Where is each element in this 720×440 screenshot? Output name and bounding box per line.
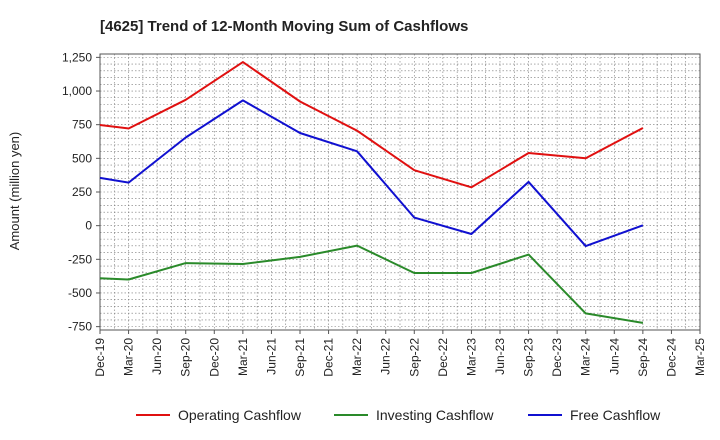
x-tick-label: Dec-24 (664, 338, 678, 377)
x-axis-ticks: Dec-19 Mar-20 Jun-20 Sep-20 Dec-20 Mar-21 Jun-… (93, 330, 707, 377)
x-tick-label: Jun-22 (379, 338, 393, 375)
x-tick-label: Jun-20 (150, 338, 164, 375)
x-tick-label: Mar-21 (236, 338, 250, 376)
x-tick-label: Sep-23 (522, 338, 536, 377)
x-tick-label: Sep-21 (293, 338, 307, 377)
y-tick-label: 0 (85, 219, 92, 233)
legend-label: Free Cashflow (570, 407, 661, 423)
legend: Operating Cashflow Investing Cashflow Free… (136, 407, 661, 423)
series-line-free-cashflow (99, 99, 644, 248)
x-tick-label: Sep-20 (179, 338, 193, 377)
y-tick-label: 1,000 (62, 84, 92, 98)
legend-label: Operating Cashflow (178, 407, 302, 423)
x-tick-label: Mar-23 (464, 338, 478, 376)
y-tick-label: 250 (72, 185, 92, 199)
series-layer (99, 61, 644, 324)
y-tick-label: -750 (68, 320, 92, 334)
series-line-investing-cashflow (99, 244, 644, 324)
x-tick-label: Dec-22 (436, 338, 450, 377)
y-axis-label: Amount (million yen) (7, 132, 22, 251)
x-tick-label: Jun-21 (264, 338, 278, 375)
y-axis-ticks: 1,250 1,000 750 500 250 0 -250 -500 -750 (62, 50, 100, 334)
x-tick-label: Jun-24 (607, 338, 621, 375)
y-tick-label: -500 (68, 286, 92, 300)
x-tick-label: Mar-22 (350, 338, 364, 376)
y-tick-label: 750 (72, 118, 92, 132)
series-line-operating-cashflow (99, 61, 644, 189)
y-tick-label: 1,250 (62, 50, 92, 64)
x-tick-label: Mar-20 (122, 338, 136, 376)
x-tick-label: Jun-23 (493, 338, 507, 375)
x-tick-label: Dec-20 (207, 338, 221, 377)
legend-label: Investing Cashflow (376, 407, 494, 423)
grid-layer (100, 54, 700, 330)
x-tick-label: Dec-23 (550, 338, 564, 377)
y-tick-label: -250 (68, 252, 92, 266)
x-tick-label: Dec-21 (322, 338, 336, 377)
x-tick-label: Mar-25 (693, 338, 707, 376)
x-tick-label: Sep-22 (407, 338, 421, 377)
chart-title: [4625] Trend of 12-Month Moving Sum of C… (100, 18, 468, 35)
x-tick-label: Dec-19 (93, 338, 107, 377)
x-tick-label: Mar-24 (579, 338, 593, 376)
x-tick-label: Sep-24 (636, 338, 650, 377)
y-tick-label: 500 (72, 151, 92, 165)
